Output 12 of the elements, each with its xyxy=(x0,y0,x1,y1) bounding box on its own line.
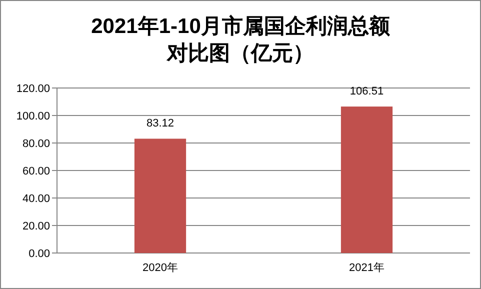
x-tick-label: 2020年 xyxy=(142,262,178,274)
data-label: 106.51 xyxy=(350,86,384,98)
y-tick-label: 120.00 xyxy=(16,82,50,95)
x-tick-label: 2021年 xyxy=(349,262,384,274)
y-tick-label: 40.00 xyxy=(22,192,50,205)
y-tick-label: 60.00 xyxy=(22,165,50,178)
y-tick-label: 0.00 xyxy=(28,248,50,260)
y-tick-label: 20.00 xyxy=(22,220,50,232)
data-label: 83.12 xyxy=(146,118,174,130)
y-tick-label: 80.00 xyxy=(22,138,50,150)
y-tick-label: 100.00 xyxy=(16,110,50,122)
chart-title: 2021年1-10月市属国企利润总额对比图（亿元） xyxy=(91,14,391,65)
